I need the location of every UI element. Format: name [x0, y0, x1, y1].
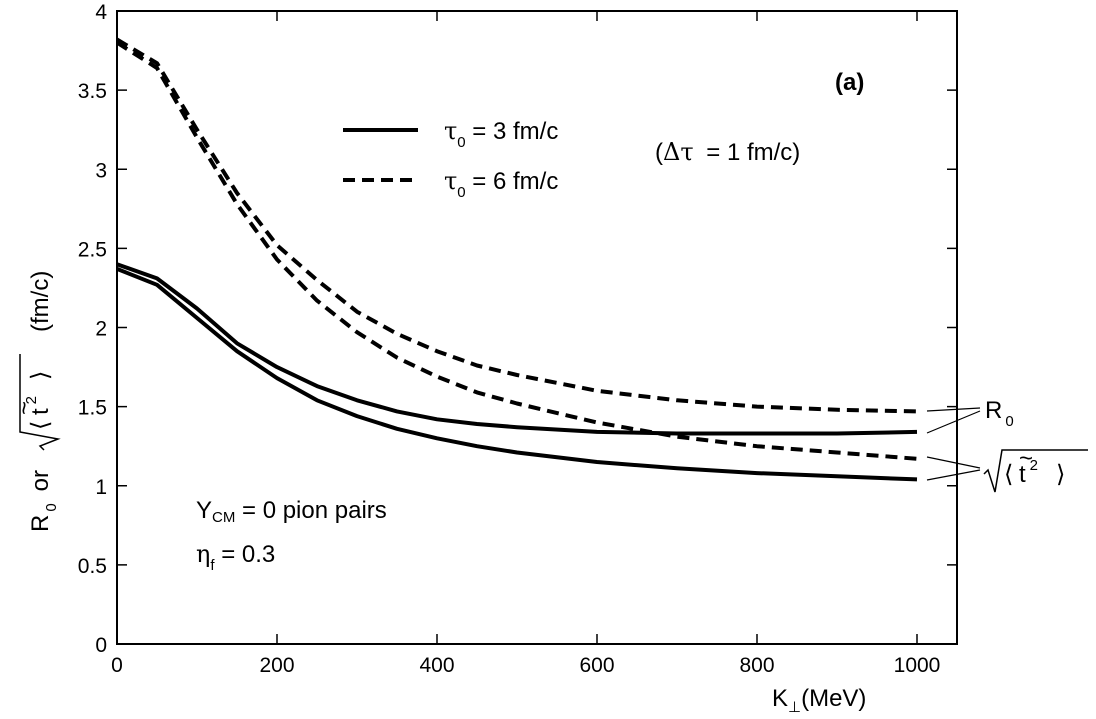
pointer-t2-dashed	[926, 456, 981, 469]
angle-left-y: ⟨	[27, 421, 54, 430]
x-tick-label: 1000	[894, 654, 941, 677]
y-tick-label: 1.5	[78, 397, 107, 420]
angle-right-y: ⟩	[27, 371, 54, 380]
tilde-right: ~	[1019, 445, 1033, 472]
sqrt-sign-right	[983, 449, 1088, 493]
condition-ycm: YCM = 0 pion pairs	[196, 497, 387, 526]
y-tick-label: 1	[95, 476, 107, 499]
legend-label-dashed: τ0 = 6 fm/c	[444, 167, 558, 201]
series-line-solid-0	[116, 262, 918, 436]
legend-label-solid: τ0 = 3 fm/c	[444, 117, 558, 151]
svg-text:R0or: R0or	[27, 470, 60, 532]
series-layer	[115, 37, 918, 482]
angle-right-right: ⟩	[1056, 461, 1065, 488]
axes-layer: 0 200 400 600 800 1000 0 0.5 1 1.5 2 2.5 3 3.5 4	[78, 1, 958, 677]
pointer-t2-solid	[926, 469, 981, 481]
series-line-dashed-2	[115, 37, 918, 414]
angle-left-right: ⟨	[1004, 461, 1013, 488]
y-tick-label: 4	[95, 1, 107, 24]
series-line-solid-1	[116, 267, 918, 482]
series-line-dashed-3	[115, 40, 918, 461]
x-tick-label: 800	[739, 654, 774, 677]
y-tick-label: 0	[95, 634, 107, 657]
dtau-note: (Δτ = 1 fm/c)	[655, 138, 800, 166]
pointer-r0-solid	[926, 410, 981, 434]
y-axis-label: R0or ⟨ t2 ~ ⟩ (fm/c)	[11, 271, 61, 532]
x-tick-label: 200	[259, 654, 294, 677]
legend: τ0 = 3 fm/c τ0 = 6 fm/c	[343, 117, 558, 201]
panel-label: (a)	[835, 69, 864, 96]
y-axis-unit: (fm/c)	[27, 271, 54, 332]
x-tick-label: 600	[579, 654, 614, 677]
x-tick-label: 0	[111, 654, 123, 677]
y-tick-label: 2.5	[78, 238, 107, 261]
pointer-r0-dashed	[926, 407, 981, 412]
y-tick-label: 3	[95, 159, 107, 182]
y-tick-label: 3.5	[78, 80, 107, 103]
x-tick-label: 400	[419, 654, 454, 677]
condition-eta: ηf = 0.3	[196, 540, 275, 574]
sqrt-sign-y	[19, 354, 61, 451]
x-axis-label: K⊥(MeV)	[772, 685, 866, 716]
t-tilde-y: t2	[23, 396, 54, 415]
tilde-y: ~	[11, 401, 38, 415]
y-tick-label: 2	[95, 318, 107, 341]
y-tick-label: 0.5	[78, 555, 107, 578]
